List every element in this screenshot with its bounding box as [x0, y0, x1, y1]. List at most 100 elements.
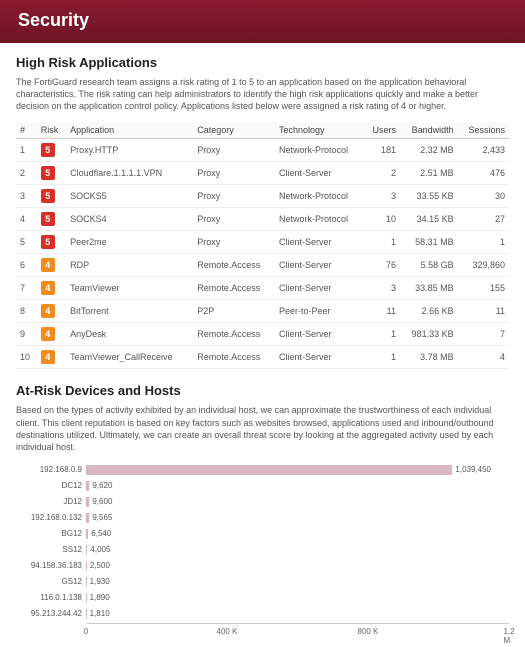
- cell-users: 1: [364, 231, 400, 254]
- cell-bandwidth: 2.66 KB: [400, 300, 458, 323]
- cell-risk: 4: [37, 346, 66, 369]
- cell-users: 11: [364, 300, 400, 323]
- table-row: 55Peer2meProxyClient-Server158.31 MB1: [16, 231, 509, 254]
- chart-host-label: JD12: [16, 497, 86, 506]
- table-row: 25Cloudflare.1.1.1.1.VPNProxyClient-Serv…: [16, 162, 509, 185]
- col-sessions: Sessions: [458, 122, 509, 139]
- table-row: 15Proxy.HTTPProxyNetwork-Protocol1812.32…: [16, 139, 509, 162]
- cell-app: Proxy.HTTP: [66, 139, 193, 162]
- chart-row: GS121,930: [16, 575, 509, 589]
- cell-num: 10: [16, 346, 37, 369]
- chart-value-label: 4,005: [87, 544, 110, 556]
- risk-badge: 5: [41, 235, 55, 249]
- apps-table-header-row: # Risk Application Category Technology U…: [16, 122, 509, 139]
- chart-host-label: 95.213.244.42: [16, 609, 86, 618]
- chart-value-label: 9,620: [89, 480, 112, 492]
- chart-value-label: 1,039,450: [452, 464, 491, 476]
- cell-risk: 4: [37, 323, 66, 346]
- cell-num: 5: [16, 231, 37, 254]
- apps-table: # Risk Application Category Technology U…: [16, 122, 509, 369]
- chart-bar-area: 9,600: [86, 496, 509, 508]
- risk-badge: 5: [41, 212, 55, 226]
- cell-sessions: 27: [458, 208, 509, 231]
- cell-num: 7: [16, 277, 37, 300]
- table-row: 104TeamViewer_CallReceiveRemote.AccessCl…: [16, 346, 509, 369]
- chart-host-label: 116.0.1.138: [16, 593, 86, 602]
- cell-num: 9: [16, 323, 37, 346]
- cell-bandwidth: 5.58 GB: [400, 254, 458, 277]
- apps-description: The FortiGuard research team assigns a r…: [16, 76, 509, 112]
- cell-app: SOCKS4: [66, 208, 193, 231]
- chart-host-label: 192.168.0.9: [16, 465, 86, 474]
- cell-technology: Client-Server: [275, 323, 364, 346]
- content-area: High Risk Applications The FortiGuard re…: [0, 43, 525, 647]
- cell-bandwidth: 2.51 MB: [400, 162, 458, 185]
- chart-bar-area: 4,005: [86, 544, 509, 556]
- chart-value-label: 9,565: [89, 512, 112, 524]
- cell-app: Peer2me: [66, 231, 193, 254]
- cell-users: 3: [364, 277, 400, 300]
- cell-risk: 4: [37, 300, 66, 323]
- page-header: Security: [0, 0, 525, 43]
- cell-sessions: 2,433: [458, 139, 509, 162]
- chart-value-label: 6,540: [88, 528, 111, 540]
- cell-app: AnyDesk: [66, 323, 193, 346]
- chart-host-label: SS12: [16, 545, 86, 554]
- chart-value-label: 1,890: [87, 592, 110, 604]
- risk-badge: 4: [41, 281, 55, 295]
- table-row: 45SOCKS4ProxyNetwork-Protocol1034.15 KB2…: [16, 208, 509, 231]
- cell-num: 4: [16, 208, 37, 231]
- chart-value-label: 2,500: [87, 560, 110, 572]
- cell-sessions: 476: [458, 162, 509, 185]
- risk-badge: 4: [41, 258, 55, 272]
- col-app: Application: [66, 122, 193, 139]
- col-category: Category: [193, 122, 275, 139]
- chart-host-label: 94.158.36.183: [16, 561, 86, 570]
- page-title: Security: [18, 10, 89, 30]
- cell-users: 181: [364, 139, 400, 162]
- cell-risk: 5: [37, 208, 66, 231]
- table-row: 74TeamViewerRemote.AccessClient-Server33…: [16, 277, 509, 300]
- cell-technology: Client-Server: [275, 254, 364, 277]
- cell-num: 6: [16, 254, 37, 277]
- chart-bar-area: 2,500: [86, 560, 509, 572]
- cell-bandwidth: 58.31 MB: [400, 231, 458, 254]
- cell-app: Cloudflare.1.1.1.1.VPN: [66, 162, 193, 185]
- chart-row: JD129,600: [16, 495, 509, 509]
- cell-num: 8: [16, 300, 37, 323]
- chart-value-label: 9,600: [89, 496, 112, 508]
- cell-sessions: 1: [458, 231, 509, 254]
- cell-category: P2P: [193, 300, 275, 323]
- risk-badge: 4: [41, 327, 55, 341]
- cell-technology: Network-Protocol: [275, 139, 364, 162]
- cell-technology: Client-Server: [275, 277, 364, 300]
- cell-bandwidth: 33.55 KB: [400, 185, 458, 208]
- cell-app: BitTorrent: [66, 300, 193, 323]
- cell-risk: 4: [37, 277, 66, 300]
- chart-bar-area: 1,930: [86, 576, 509, 588]
- cell-category: Proxy: [193, 208, 275, 231]
- col-bandwidth: Bandwidth: [400, 122, 458, 139]
- cell-category: Remote.Access: [193, 277, 275, 300]
- chart-bar-area: 9,620: [86, 480, 509, 492]
- col-num: #: [16, 122, 37, 139]
- cell-bandwidth: 34.15 KB: [400, 208, 458, 231]
- apps-heading: High Risk Applications: [16, 55, 509, 70]
- chart-value-label: 1,810: [87, 608, 110, 620]
- hosts-description: Based on the types of activity exhibited…: [16, 404, 509, 453]
- chart-tick: 800 K: [358, 624, 379, 636]
- hosts-heading: At-Risk Devices and Hosts: [16, 383, 509, 398]
- chart-host-label: 192.168.0.132: [16, 513, 86, 522]
- cell-sessions: 7: [458, 323, 509, 346]
- cell-category: Remote.Access: [193, 323, 275, 346]
- cell-bandwidth: 3.78 MB: [400, 346, 458, 369]
- chart-tick: 400 K: [217, 624, 238, 636]
- cell-users: 3: [364, 185, 400, 208]
- cell-category: Remote.Access: [193, 254, 275, 277]
- cell-category: Remote.Access: [193, 346, 275, 369]
- chart-row: SS124,005: [16, 543, 509, 557]
- chart-tick: 0: [84, 624, 88, 636]
- cell-num: 3: [16, 185, 37, 208]
- cell-technology: Client-Server: [275, 346, 364, 369]
- chart-bar-area: 1,810: [86, 608, 509, 620]
